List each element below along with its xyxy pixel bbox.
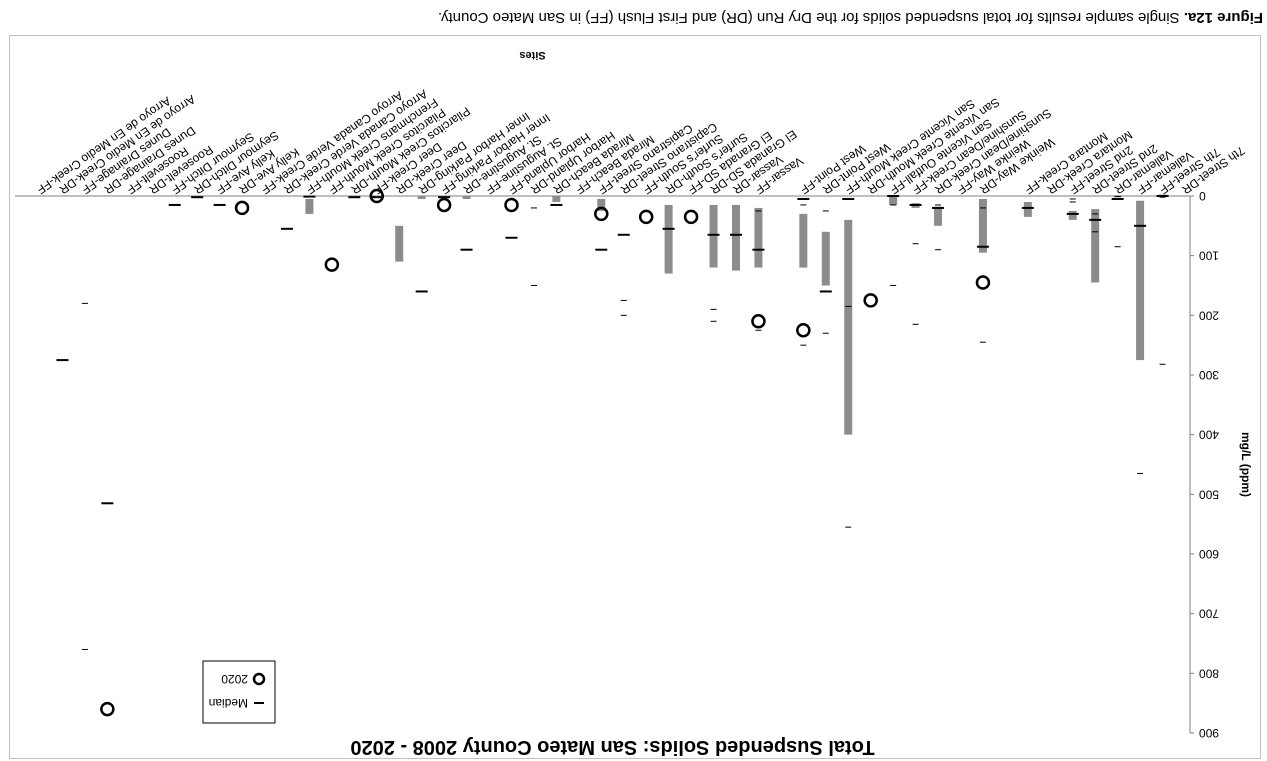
range-bar [462,196,471,199]
caption-label: Figure 12a. [1183,9,1263,26]
y-tick-label: 400 [1199,428,1219,442]
y-tick-label: 800 [1199,666,1219,680]
point-2020 [594,206,609,222]
chart: Total Suspended Solids: San Mateo County… [15,49,1253,758]
range-bar [597,198,606,211]
point-2020 [504,197,519,213]
y-tick-label: 500 [1199,487,1219,501]
point-2020 [234,200,250,216]
range-bar [1136,200,1145,361]
y-tick-label: 300 [1199,368,1219,382]
point-2020 [369,188,385,204]
point-2020 [683,209,699,225]
point-2020 [863,293,878,308]
legend-box [202,660,276,724]
y-tick-label: 100 [1199,249,1219,263]
point-2020 [100,701,115,717]
range-bar [731,204,740,271]
y-tick-label: 900 [1199,726,1219,740]
y-tick-label: 200 [1199,308,1219,322]
range-bar [821,231,830,286]
range-bar [305,198,314,214]
chart-title: Total Suspended Solids: San Mateo County… [350,736,874,758]
range-bar [799,213,808,268]
range-bar [978,198,987,253]
range-bar [1023,201,1032,217]
range-bar [844,219,853,435]
range-bar [395,225,404,262]
legend-median-label: Median [209,696,248,710]
x-axis-label: Sites [519,49,545,61]
point-2020 [975,275,991,290]
point-2020 [324,257,340,272]
caption-text: Single sample results for total suspende… [437,9,1184,26]
point-2020 [638,209,654,225]
legend: Median 2020 [202,660,276,724]
figure-caption: Figure 12a. Single sample results for to… [3,5,1263,29]
legend-2020-label: 2020 [221,672,248,686]
point-2020 [751,314,766,329]
y-axis-label: mg/L (ppm) [1239,432,1253,497]
chart-frame: Total Suspended Solids: San Mateo County… [9,35,1261,759]
y-tick-label: 700 [1199,607,1219,621]
point-2020 [796,323,811,338]
legend-2020-swatch [252,672,266,686]
range-bar [934,206,943,226]
range-bar [889,196,898,205]
range-bar [664,204,673,274]
range-bar [417,196,426,199]
y-tick-label: 600 [1199,547,1219,561]
y-tick-label: 0 [1199,189,1206,203]
range-bar [709,204,718,268]
range-bar [1068,210,1077,220]
point-2020 [436,197,452,213]
range-bar [1091,209,1100,283]
range-bar [754,207,763,268]
range-bar [552,196,561,202]
